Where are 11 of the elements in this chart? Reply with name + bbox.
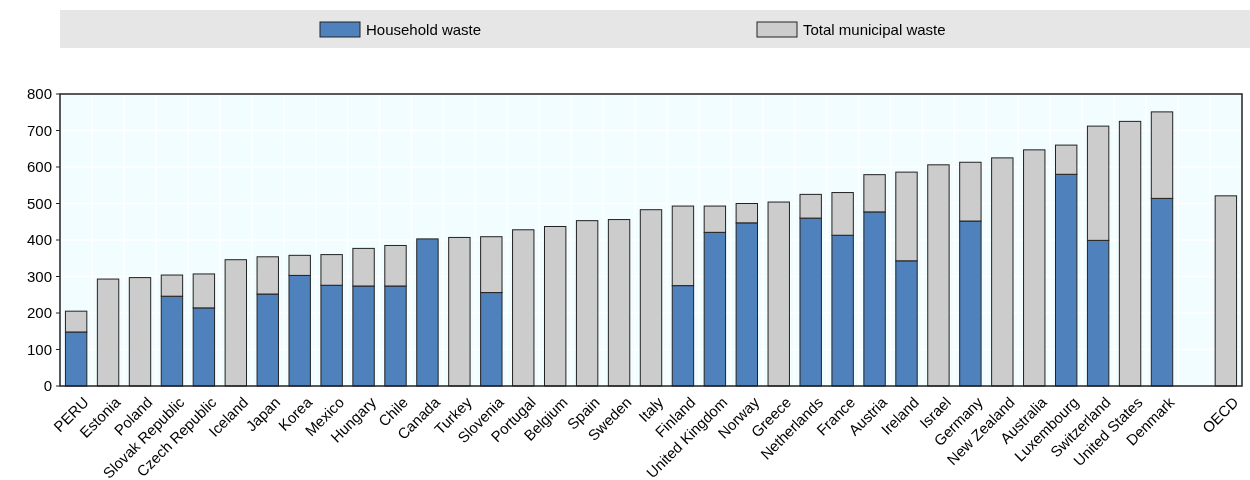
- y-tick-label: 200: [26, 304, 52, 322]
- y-tick-label: 300: [26, 267, 52, 285]
- y-tick-label: 0: [43, 377, 52, 395]
- y-tick-label: 500: [26, 194, 52, 212]
- legend-label: Household waste: [366, 21, 482, 38]
- legend-label: Total municipal waste: [803, 21, 946, 38]
- y-tick-label: 400: [26, 231, 52, 249]
- y-tick-label: 800: [26, 85, 52, 103]
- y-tick-label: 700: [26, 121, 52, 139]
- y-tick-label: 600: [26, 158, 52, 176]
- y-tick-label: 100: [26, 340, 52, 358]
